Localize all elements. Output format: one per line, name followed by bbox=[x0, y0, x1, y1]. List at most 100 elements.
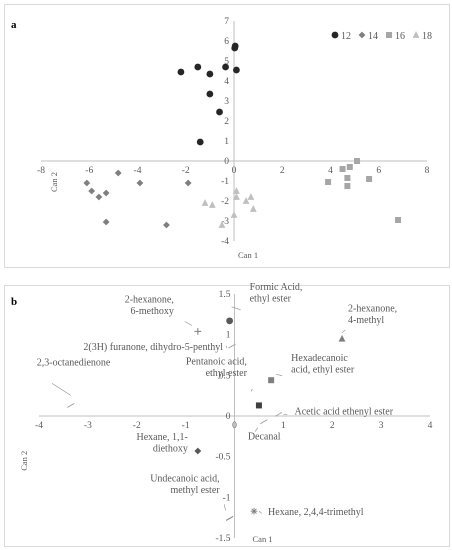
legend-marker-14 bbox=[358, 31, 366, 39]
x-tick-label: 0 bbox=[232, 421, 237, 431]
x-tick-label: -3 bbox=[84, 421, 92, 431]
data-point-11 bbox=[250, 507, 258, 515]
leader-line-11 bbox=[258, 510, 262, 514]
leader-line-4 bbox=[225, 345, 228, 349]
data-point-series-14 bbox=[102, 189, 110, 197]
legend-marker-12 bbox=[331, 31, 339, 39]
x-tick-label: 2 bbox=[280, 166, 285, 176]
data-point-series-12 bbox=[233, 66, 240, 74]
data-point-series-12 bbox=[177, 68, 185, 76]
x-tick-label: 0 bbox=[232, 166, 237, 176]
point-label-12: Undecanoic acid, methyl ester bbox=[150, 473, 220, 496]
data-point-series-14 bbox=[88, 187, 96, 195]
x-tick-label: 2 bbox=[330, 421, 335, 431]
data-point-series-12 bbox=[216, 108, 223, 116]
data-point-series-16 bbox=[325, 179, 332, 185]
data-point-series-18 bbox=[247, 193, 255, 200]
point-label-3: 2-hexanone, 4-methyl bbox=[348, 304, 397, 327]
data-point-series-18 bbox=[242, 197, 250, 204]
y-tick-label: -1 bbox=[223, 493, 231, 503]
data-point-9 bbox=[260, 419, 268, 425]
point-label-11: Hexane, 2,4,4-trimethyl bbox=[268, 507, 364, 518]
leader-line-7 bbox=[250, 388, 253, 392]
data-point-12 bbox=[225, 516, 234, 521]
y-tick-label: 0.5 bbox=[219, 371, 231, 381]
leader-line-1 bbox=[231, 306, 241, 311]
panel-a-letter: a bbox=[11, 19, 17, 31]
data-point-series-14 bbox=[102, 218, 110, 226]
data-point-series-18 bbox=[208, 201, 216, 208]
leader-line-9 bbox=[254, 427, 259, 432]
data-point-7 bbox=[255, 402, 262, 409]
leader-line-3 bbox=[341, 329, 346, 333]
data-point-series-18 bbox=[230, 211, 238, 218]
y-tick-label: 5 bbox=[224, 57, 229, 67]
data-point-series-12 bbox=[206, 70, 214, 78]
legend-marker-18 bbox=[412, 31, 420, 38]
data-point-series-16 bbox=[339, 166, 346, 172]
data-point-10 bbox=[194, 447, 202, 455]
y-tick-label: 1.5 bbox=[219, 290, 231, 300]
data-point-series-14 bbox=[136, 179, 144, 187]
point-label-8: Acetic acid ethenyl ester bbox=[294, 406, 393, 417]
y-tick-label: 2 bbox=[224, 117, 229, 127]
x-tick-label: -1 bbox=[182, 421, 190, 431]
data-point-3 bbox=[338, 334, 346, 342]
x-tick-label: 4 bbox=[328, 166, 333, 176]
data-point-series-12 bbox=[194, 63, 202, 71]
x-tick-label: 6 bbox=[376, 166, 381, 176]
y-tick-label: -2 bbox=[221, 197, 229, 207]
legend-label-16: 16 bbox=[395, 31, 405, 42]
panel-b: b -4 -3 -2 -1 0 1 2 3 4 -1.5 -1 -0.5 0 0.5 1 1.5 Can 1 Ca… bbox=[4, 282, 450, 547]
data-point-series-12 bbox=[231, 44, 239, 52]
x-axis-label: Can 1 bbox=[238, 250, 258, 260]
data-point-series-16 bbox=[395, 217, 402, 223]
data-point-series-16 bbox=[366, 176, 373, 182]
data-point-series-18 bbox=[233, 187, 240, 194]
chart-b: -4 -3 -2 -1 0 1 2 3 4 -1.5 -1 -0.5 0 0.5 1 1.5 Can 1 Can … bbox=[19, 282, 433, 544]
data-point-8 bbox=[274, 411, 283, 417]
point-label-5: Hexadecanoic acid, ethyl ester bbox=[291, 353, 355, 376]
leader-line-6 bbox=[51, 383, 71, 396]
data-point-series-14 bbox=[114, 169, 122, 177]
x-tick-label: 3 bbox=[379, 421, 384, 431]
legend-marker-16 bbox=[386, 32, 392, 38]
y-tick-label: 1 bbox=[224, 137, 229, 147]
x-tick-label: 8 bbox=[425, 166, 430, 176]
point-label-10: Hexane, 1,1-diethoxy bbox=[136, 432, 187, 455]
x-tick-label: 1 bbox=[281, 421, 286, 431]
data-point-series-18 bbox=[201, 199, 209, 206]
point-label-4: 2(3H) furanone, dihydro-5-penthyl bbox=[83, 342, 223, 353]
point-label-7: Pentanoic acid, ethyl ester bbox=[186, 356, 248, 379]
legend-label-14: 14 bbox=[368, 31, 378, 42]
data-point-series-12 bbox=[222, 63, 229, 71]
leader-line-5 bbox=[276, 373, 283, 377]
y-tick-label: 1 bbox=[226, 331, 231, 341]
data-point-1 bbox=[226, 317, 234, 325]
y-tick-label: -0.5 bbox=[215, 453, 230, 463]
x-tick-label: -2 bbox=[182, 166, 190, 176]
y-axis-label: Can 2 bbox=[19, 451, 29, 471]
data-point-series-16 bbox=[344, 175, 351, 181]
data-point-series-14 bbox=[184, 179, 192, 187]
point-label-6: 2,3-octanedienone bbox=[37, 357, 111, 368]
y-tick-label: 6 bbox=[224, 37, 229, 47]
leader-line-12 bbox=[223, 504, 226, 511]
data-point-series-18 bbox=[233, 193, 240, 200]
data-point-2 bbox=[194, 328, 202, 335]
y-tick-label: -3 bbox=[221, 217, 229, 227]
x-tick-label: -4 bbox=[134, 166, 142, 176]
x-tick-label: 4 bbox=[428, 421, 433, 431]
data-point-series-14 bbox=[83, 179, 91, 187]
y-tick-label: 7 bbox=[224, 17, 229, 27]
x-tick-label: -8 bbox=[37, 166, 45, 176]
data-point-series-16 bbox=[346, 164, 353, 170]
x-tick-label: -6 bbox=[85, 166, 93, 176]
legend-label-18: 18 bbox=[422, 31, 432, 42]
data-point-5 bbox=[268, 377, 275, 384]
data-point-series-16 bbox=[344, 183, 351, 189]
data-point-series-16 bbox=[354, 158, 361, 164]
y-tick-label: 4 bbox=[224, 77, 229, 87]
panel-b-letter: b bbox=[11, 296, 18, 308]
